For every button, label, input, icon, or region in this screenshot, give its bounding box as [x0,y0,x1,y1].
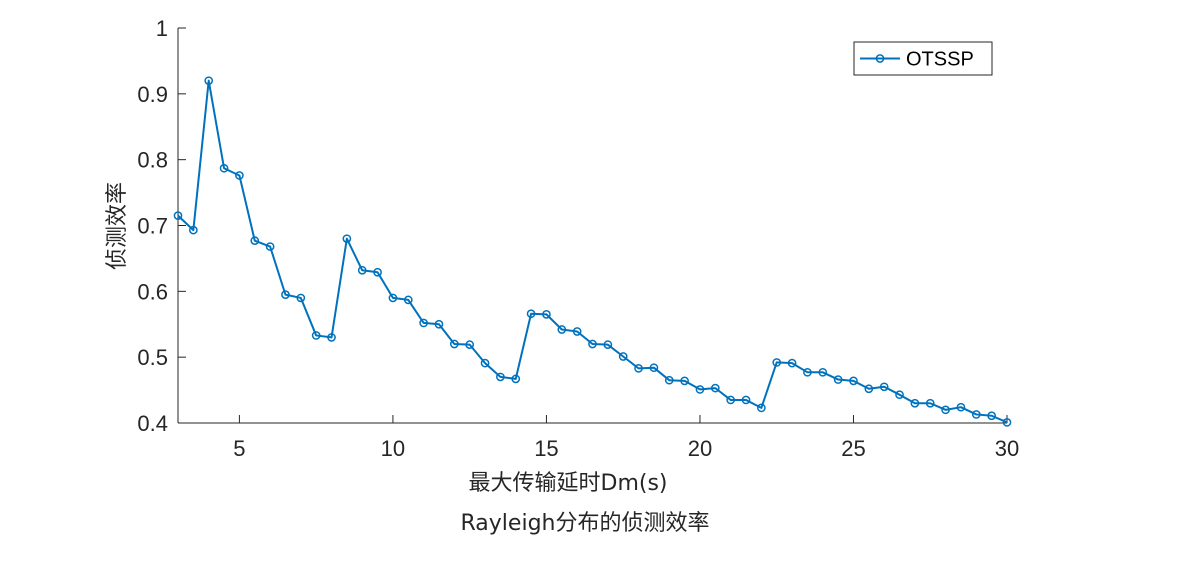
data-point [388,293,398,303]
data-point [204,76,214,86]
data-point [496,372,505,382]
x-tick-label: 25 [841,436,865,461]
data-point [281,290,290,299]
data-point [664,375,674,385]
chart-title: Rayleigh分布的侦测效率 [461,511,710,536]
data-point [465,340,475,350]
data-point [189,225,198,235]
y-axis-label: 侦测效率 [105,182,130,270]
y-tick-label: 0.9 [137,82,168,107]
y-tick-label: 1 [156,16,168,41]
legend: OTSSP [853,41,993,76]
data-point [864,384,874,394]
axes: 5 10 15 20 25 30 0.4 0.5 0.6 0.7 0.8 0.9 1 [137,16,1019,461]
x-tick-label: 30 [995,436,1019,461]
data-point [250,236,260,245]
data-point [572,327,582,336]
data-point [680,376,689,386]
series-line-otssp [177,79,1008,424]
legend-marker-sample [875,54,885,63]
x-tick-label: 15 [534,436,558,461]
x-tick-label: 5 [233,436,245,461]
data-point [741,395,751,405]
data-point [849,376,858,386]
y-tick-label: 0.5 [137,345,168,370]
data-point [879,382,889,392]
data-point [956,402,966,412]
data-point [833,375,843,384]
data-point [649,363,659,373]
data-point [772,358,782,367]
data-point [710,383,720,393]
x-tick-label: 20 [688,436,712,461]
data-point [971,410,981,419]
data-point [403,295,413,305]
y-tick-label: 0.8 [137,148,168,173]
data-point [173,211,183,220]
data-point [434,319,444,329]
data-point [941,405,950,415]
y-tick-label: 0.4 [137,411,168,436]
data-point [342,234,352,244]
data-point [542,310,551,319]
data-point [787,358,797,368]
data-point [235,171,244,180]
y-tick-label: 0.6 [137,279,168,304]
data-point [219,163,229,173]
data-point [925,398,935,408]
data-point [818,367,828,377]
data-point [987,411,996,421]
y-tick-label: 0.7 [137,214,168,239]
data-point [419,318,428,328]
x-tick-label: 10 [381,436,405,461]
data-point [588,339,597,349]
data-point [618,352,628,361]
data-point [311,331,321,340]
data-point [357,265,367,275]
data-point [296,293,306,303]
data-point [449,339,459,349]
data-point [511,374,521,384]
legend-label: OTSSP [906,49,974,71]
data-point [327,333,336,342]
series-layer [173,76,1012,427]
data-point [557,325,567,334]
data-point [895,390,904,400]
data-point [373,267,382,277]
data-point [603,340,613,350]
data-point [695,385,705,394]
data-point [1002,417,1012,427]
x-axis-label: 最大传输延时Dm(s) [469,471,668,496]
data-point [526,309,536,319]
data-point [803,367,812,377]
data-point [634,364,643,373]
data-point [910,398,920,408]
data-point [265,242,275,251]
data-point [757,403,766,413]
data-point [726,395,736,405]
data-point [480,358,490,368]
